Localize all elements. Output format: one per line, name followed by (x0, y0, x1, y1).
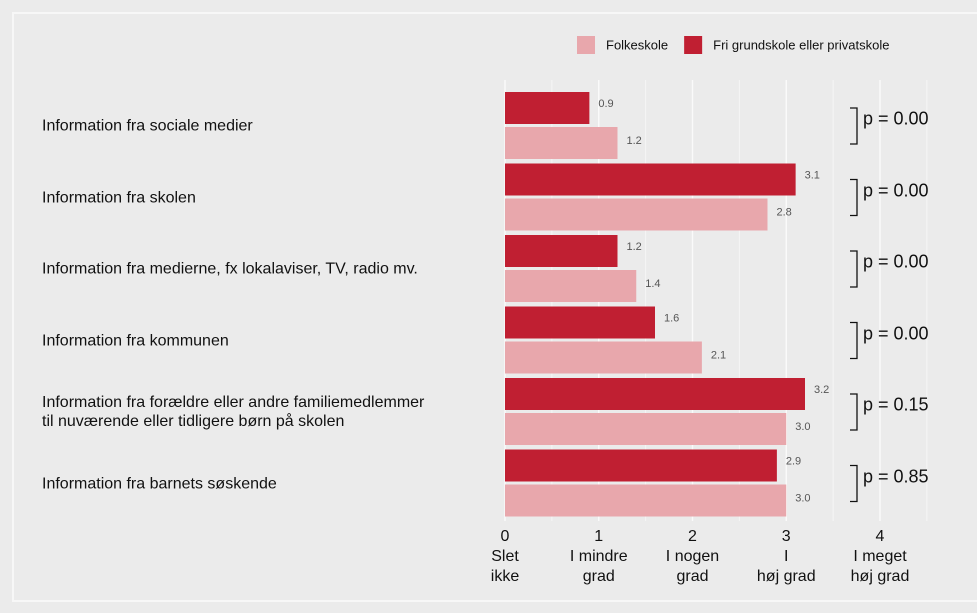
p-value: p = 0.00 (863, 108, 929, 129)
value-label: 0.9 (598, 98, 613, 110)
category-label: Information fra sociale medier (42, 117, 253, 135)
value-label: 1.2 (627, 135, 642, 147)
value-label: 1.4 (645, 278, 660, 290)
p-value: p = 0.15 (863, 394, 929, 415)
x-tick-sublabel: I mindre grad (569, 548, 628, 585)
bracket (850, 321, 858, 360)
bar (505, 92, 590, 124)
bracket (850, 107, 858, 145)
x-tick-sublabel: I høj grad (756, 548, 816, 585)
value-label: 3.1 (805, 169, 820, 181)
value-label: 2.8 (777, 206, 792, 218)
value-label: 3.2 (814, 384, 829, 396)
value-label: 1.2 (627, 241, 642, 253)
legend-label: Fri grundskole eller privatskole (713, 37, 889, 52)
x-tick-label: 4 (875, 528, 885, 545)
bar (505, 413, 787, 445)
value-label: 2.9 (786, 455, 801, 467)
bar (505, 449, 777, 482)
bar (505, 198, 768, 231)
value-label: 3.0 (795, 492, 810, 504)
bar (505, 378, 805, 410)
value-label: 2.1 (711, 349, 726, 361)
category-label: Information fra skolen (42, 189, 196, 206)
legend-swatch (577, 36, 595, 54)
bracket (850, 393, 858, 431)
category-label: Information fra kommunen (42, 332, 229, 349)
bar (505, 341, 702, 374)
bar (505, 163, 796, 196)
bracket (850, 178, 858, 217)
frame (12, 12, 977, 602)
legend-label: Folkeskole (606, 37, 668, 52)
bar (505, 127, 618, 159)
legend-swatch (684, 36, 703, 54)
bracket (850, 464, 858, 503)
category-label: Information fra forældre eller andre fam… (42, 394, 425, 430)
bar (505, 235, 618, 267)
bar (505, 270, 637, 302)
x-tick-label: 2 (688, 528, 697, 545)
value-label: 1.6 (664, 312, 679, 324)
value-label: 3.0 (795, 421, 810, 433)
bracket (850, 250, 858, 288)
category-label: Information fra barnets søskende (42, 475, 277, 492)
x-tick-label: 0 (500, 528, 510, 545)
x-tick-sublabel: I nogen grad (665, 548, 720, 585)
x-tick-label: 1 (594, 528, 604, 545)
p-value: p = 0.85 (863, 466, 929, 486)
x-tick-label: 3 (781, 528, 791, 545)
bar (505, 484, 787, 517)
x-tick-sublabel: I meget høj grad (850, 548, 910, 585)
category-label: Information fra medierne, fx lokalaviser… (42, 260, 418, 278)
bar (505, 306, 655, 339)
x-tick-sublabel: Slet ikke (490, 548, 520, 585)
p-value: p = 0.00 (863, 251, 929, 272)
p-value: p = 0.00 (863, 180, 929, 200)
p-value: p = 0.00 (863, 323, 929, 343)
